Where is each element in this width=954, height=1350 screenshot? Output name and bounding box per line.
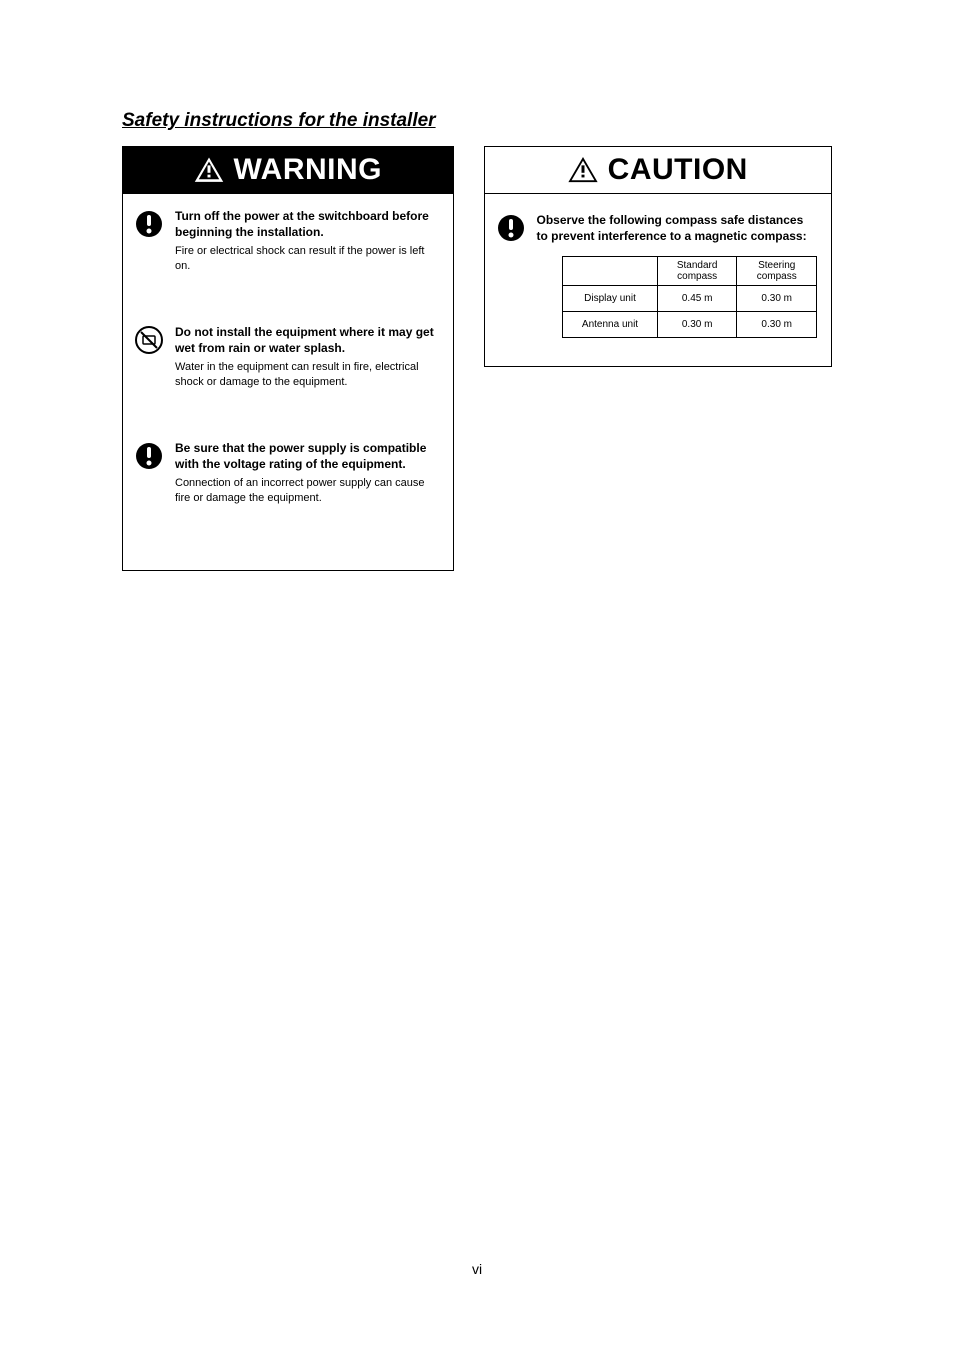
warning-alert-icon (194, 157, 224, 183)
safety-columns: WARNING Turn off the power at the switch… (122, 146, 832, 571)
compass-table-wrap: Standard compass Steering compass Displa… (537, 256, 817, 338)
caution-panel: CAUTION Observe the following compass sa… (484, 146, 832, 367)
caution-alert-icon (568, 157, 598, 183)
page-number: vi (122, 1261, 832, 1277)
compass-th: Standard compass (657, 257, 737, 286)
warning-body: Turn off the power at the switchboard be… (123, 194, 453, 570)
compass-td: 0.30 m (737, 286, 817, 312)
warning-item-sub: Connection of an incorrect power supply … (175, 476, 439, 506)
compass-table: Standard compass Steering compass Displa… (562, 256, 817, 338)
warning-title: WARNING (234, 153, 383, 187)
compass-th: Steering compass (737, 257, 817, 286)
warning-item-sub: Water in the equipment can result in fir… (175, 360, 439, 390)
warning-item-bold: Turn off the power at the switchboard be… (175, 208, 439, 240)
warning-item-bold: Be sure that the power supply is compati… (175, 440, 439, 472)
caution-intro-bold: Observe the following compass safe dista… (537, 212, 817, 244)
prohibit-water-icon (135, 326, 163, 354)
compass-td: 0.30 m (737, 312, 817, 338)
warning-item: Do not install the equipment where it ma… (135, 324, 439, 434)
mandatory-icon (135, 442, 163, 470)
compass-th (563, 257, 658, 286)
warning-header: WARNING (123, 147, 453, 194)
compass-td: 0.30 m (657, 312, 737, 338)
mandatory-icon (135, 210, 163, 238)
compass-td: 0.45 m (657, 286, 737, 312)
caution-body: Observe the following compass safe dista… (485, 194, 831, 366)
warning-item-bold: Do not install the equipment where it ma… (175, 324, 439, 356)
compass-td: Display unit (563, 286, 658, 312)
section-title: Safety instructions for the installer (122, 110, 832, 132)
compass-td: Antenna unit (563, 312, 658, 338)
warning-item-sub: Fire or electrical shock can result if t… (175, 244, 439, 274)
compass-row-labels (537, 256, 563, 338)
mandatory-icon (497, 214, 525, 242)
caution-header: CAUTION (485, 147, 831, 194)
warning-item: Turn off the power at the switchboard be… (135, 208, 439, 318)
caution-title: CAUTION (608, 153, 748, 187)
warning-panel: WARNING Turn off the power at the switch… (122, 146, 454, 571)
warning-item: Be sure that the power supply is compati… (135, 440, 439, 550)
caution-item: Observe the following compass safe dista… (497, 208, 817, 346)
